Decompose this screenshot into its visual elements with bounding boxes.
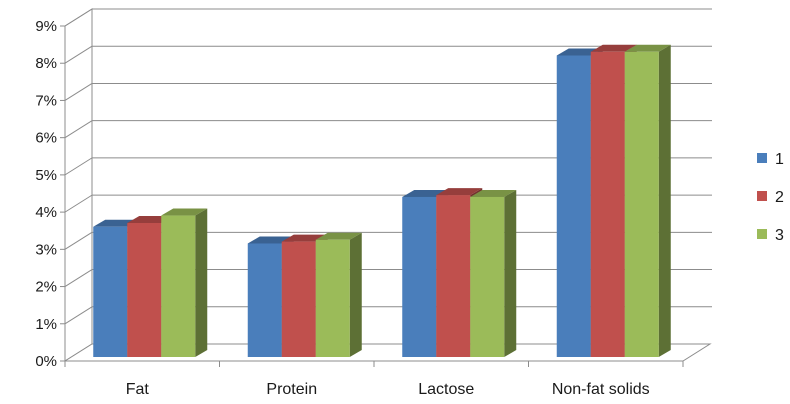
bar <box>315 232 362 357</box>
legend-swatch <box>757 191 767 201</box>
gridline-side <box>64 157 93 176</box>
bar-front <box>247 243 282 357</box>
bar-top <box>624 44 671 52</box>
x-tick-label: Non-fat solids <box>552 381 650 398</box>
x-tick-label: Lactose <box>418 381 474 398</box>
x-tick-label: Fat <box>126 381 150 398</box>
legend-swatch <box>757 229 767 239</box>
legend-label: 1 <box>775 151 784 168</box>
bar-front <box>624 51 659 358</box>
bar-top <box>436 188 483 196</box>
bar-top <box>315 232 362 240</box>
y-tick-label: 9% <box>35 18 57 35</box>
gridline-side <box>64 8 93 27</box>
y-tick-label: 0% <box>35 353 57 370</box>
bar-side <box>658 44 671 358</box>
bar-front <box>127 223 162 357</box>
bar <box>161 208 208 357</box>
y-tick-label: 7% <box>35 92 57 109</box>
bar-front <box>470 196 505 357</box>
bar-side <box>504 189 517 357</box>
bar-top <box>161 208 208 216</box>
bar-top <box>590 44 637 52</box>
bar-front <box>281 241 316 357</box>
bar <box>624 44 671 358</box>
legend-label: 2 <box>775 189 784 206</box>
gridline-side <box>64 120 93 139</box>
x-tick-label: Protein <box>266 381 317 398</box>
legend-label: 3 <box>775 227 784 244</box>
legend-swatch <box>757 153 767 163</box>
y-tick-label: 3% <box>35 241 57 258</box>
y-tick-label: 5% <box>35 167 57 184</box>
bar <box>470 189 517 357</box>
gridline-side <box>64 45 93 64</box>
floor <box>63 343 712 362</box>
bar-front <box>93 226 128 357</box>
gridline-side <box>64 83 93 101</box>
gridline-side <box>64 194 93 213</box>
y-tick-label: 6% <box>35 130 57 147</box>
bar-front <box>315 239 350 357</box>
side-wall <box>64 8 93 362</box>
gridline-side <box>64 269 93 287</box>
gridline-side <box>64 231 93 250</box>
bar-side <box>195 208 208 357</box>
gridline-side <box>64 306 93 325</box>
bar-front <box>402 196 437 357</box>
bar-side <box>349 232 362 357</box>
bar-front <box>590 51 625 358</box>
bar-front <box>161 215 196 357</box>
bar-top <box>470 189 517 197</box>
y-tick-label: 2% <box>35 279 57 296</box>
bar-front <box>556 55 591 357</box>
y-tick-label: 1% <box>35 316 57 333</box>
y-tick-label: 4% <box>35 204 57 221</box>
bar-front <box>436 195 471 357</box>
y-tick-label: 8% <box>35 55 57 72</box>
